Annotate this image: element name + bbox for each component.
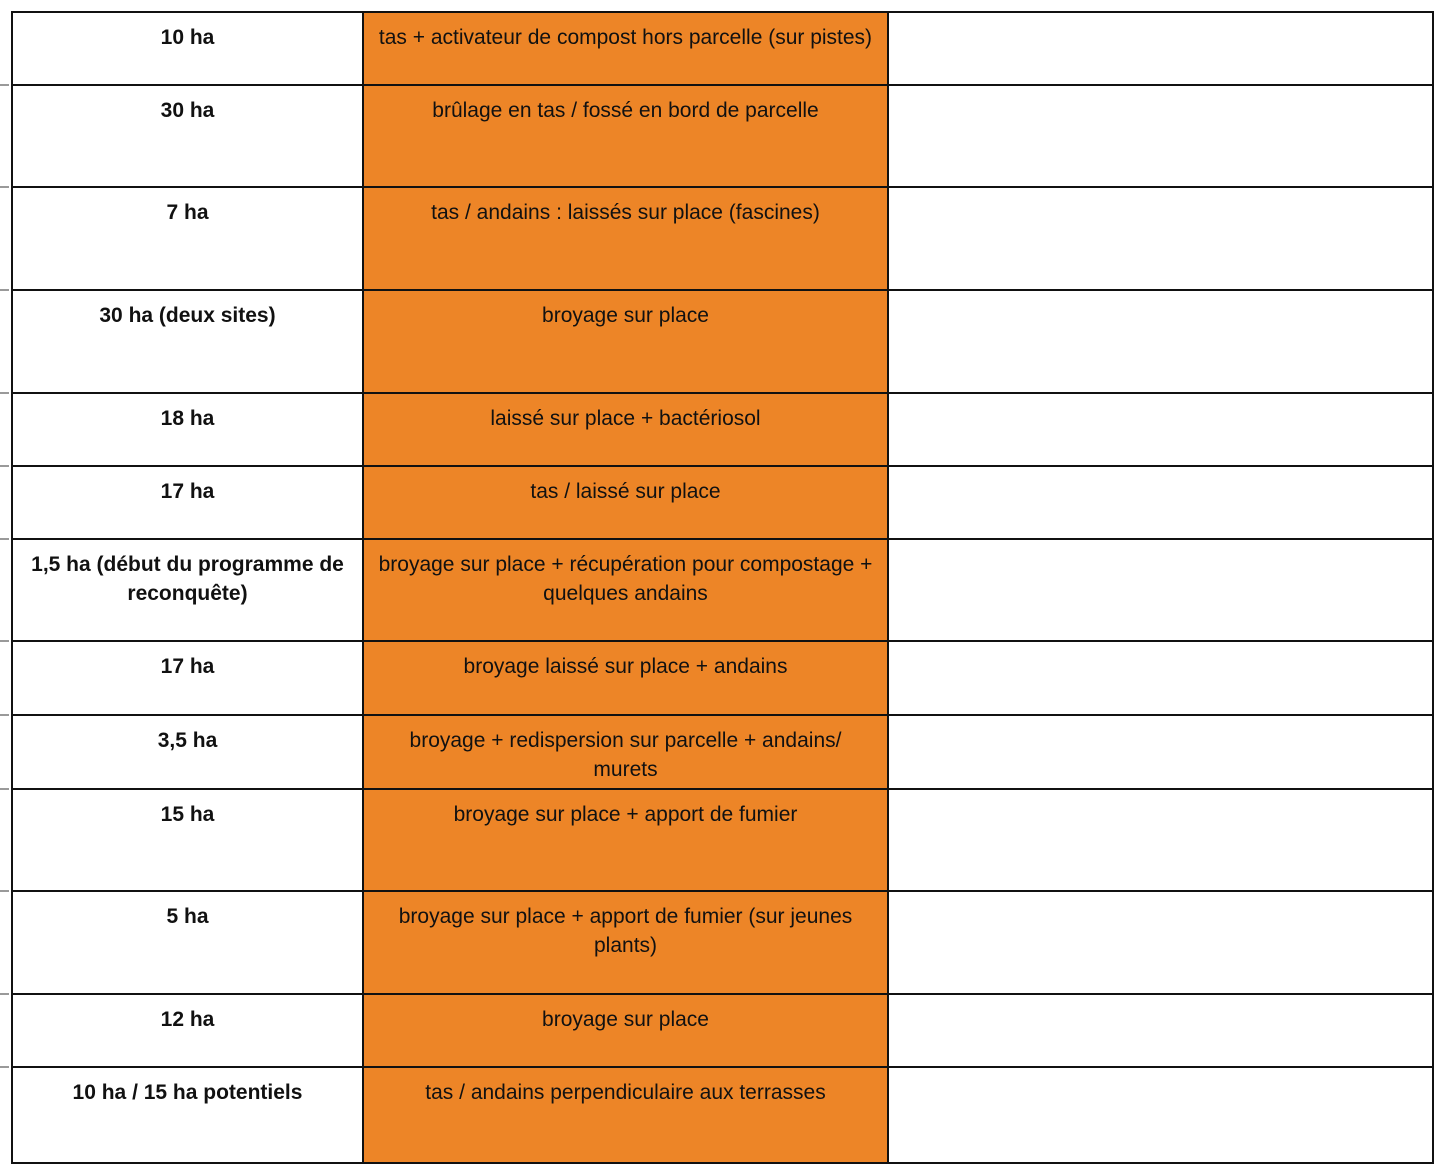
method-cell: tas / andains : laissés sur place (fasci… [362, 186, 889, 291]
table-row: 17 ha tas / laissé sur place [11, 465, 1434, 540]
photo-cell [887, 465, 1434, 540]
photo-cell [887, 289, 1434, 394]
margin-dash [0, 289, 9, 291]
margin-dash [0, 1066, 9, 1068]
method-cell: tas / laissé sur place [362, 465, 889, 540]
table-row: 5 ha broyage sur place + apport de fumier… [11, 890, 1434, 995]
margin-dash [0, 714, 9, 716]
surface-cell: 18 ha [11, 392, 364, 467]
margin-dash [0, 640, 9, 642]
surface-cell: 15 ha [11, 788, 364, 892]
method-cell: tas / andains perpendiculaire aux terras… [362, 1066, 889, 1164]
method-cell: broyage sur place [362, 289, 889, 394]
photo-cell [887, 640, 1434, 716]
table: 10 ha tas + activateur de compost hors pa… [11, 11, 1434, 1164]
surface-cell: 30 ha (deux sites) [11, 289, 364, 394]
margin-dash [0, 84, 9, 86]
surface-cell: 10 ha [11, 11, 364, 86]
method-cell: broyage sur place + récupération pour co… [362, 538, 889, 642]
margin-dash [0, 392, 9, 394]
table-row: 10 ha tas + activateur de compost hors pa… [11, 11, 1434, 86]
method-cell: broyage sur place + apport de fumier (su… [362, 890, 889, 995]
photo-cell [887, 1066, 1434, 1164]
photo-cell [887, 186, 1434, 291]
photo-cell [887, 392, 1434, 467]
photo-cell [887, 11, 1434, 86]
photo-cell [887, 890, 1434, 995]
photo-cell [887, 993, 1434, 1068]
method-cell: broyage laissé sur place + andains [362, 640, 889, 716]
table-row: 18 ha laissé sur place + bactériosol [11, 392, 1434, 467]
method-cell: broyage + redispersion sur parcelle + an… [362, 714, 889, 790]
method-cell: laissé sur place + bactériosol [362, 392, 889, 467]
table-row: 30 ha brûlage en tas / fossé en bord de p… [11, 84, 1434, 188]
photo-cell [887, 714, 1434, 790]
table-row: 17 ha broyage laissé sur place + andains [11, 640, 1434, 716]
table-row: 15 ha broyage sur place + apport de fumie… [11, 788, 1434, 892]
method-cell: broyage sur place [362, 993, 889, 1068]
method-cell: tas + activateur de compost hors parcell… [362, 11, 889, 86]
surface-cell: 3,5 ha [11, 714, 364, 790]
photo-cell [887, 84, 1434, 188]
table-row: 12 ha broyage sur place [11, 993, 1434, 1068]
photo-cell [887, 538, 1434, 642]
table-row: 10 ha / 15 ha potentiels tas / andains pe… [11, 1066, 1434, 1164]
table-row: 30 ha (deux sites) broyage sur place [11, 289, 1434, 394]
margin-dash [0, 186, 9, 188]
surface-cell: 30 ha [11, 84, 364, 188]
margin-dash [0, 538, 9, 540]
table-row: 1,5 ha (début du programme de reconquête… [11, 538, 1434, 642]
surface-cell: 17 ha [11, 640, 364, 716]
surface-cell: 5 ha [11, 890, 364, 995]
surface-cell: 1,5 ha (début du programme de reconquête… [11, 538, 364, 642]
margin-dash [0, 993, 9, 995]
method-cell: broyage sur place + apport de fumier [362, 788, 889, 892]
surface-cell: 12 ha [11, 993, 364, 1068]
table-row: 3,5 ha broyage + redispersion sur parcell… [11, 714, 1434, 790]
margin-dash [0, 465, 9, 467]
margin-dash [0, 890, 9, 892]
table-row: 7 ha tas / andains : laissés sur place (f… [11, 186, 1434, 291]
surface-cell: 7 ha [11, 186, 364, 291]
photo-cell [887, 788, 1434, 892]
surface-cell: 10 ha / 15 ha potentiels [11, 1066, 364, 1164]
surface-cell: 17 ha [11, 465, 364, 540]
method-cell: brûlage en tas / fossé en bord de parcel… [362, 84, 889, 188]
margin-dash [0, 788, 9, 790]
